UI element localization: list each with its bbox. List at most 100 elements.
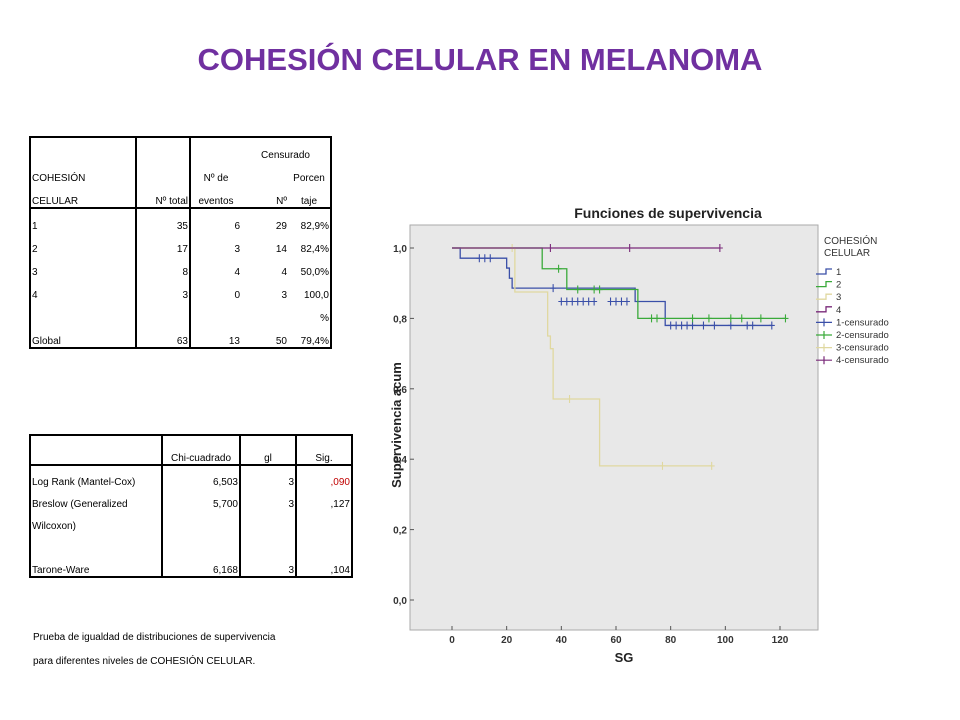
table-cell-gl: 3: [240, 488, 297, 510]
censored-mark-1: [684, 321, 691, 330]
table-cell-chi: 5,700: [162, 488, 241, 510]
table-cell-total: 17: [136, 232, 191, 255]
legend-swatch: [816, 318, 832, 327]
censored-mark-1: [569, 297, 576, 306]
legend-entry: 3-censurado: [836, 343, 889, 354]
censored-mark-2: [654, 314, 660, 323]
censored-mark-1: [580, 297, 587, 306]
table-row: Global 63 13 50 79,4%: [30, 324, 331, 348]
censored-mark-1: [623, 297, 630, 306]
censored-mark-3: [708, 461, 715, 470]
legend-swatch: [816, 293, 832, 300]
slide-title: COHESIÓN CELULAR EN MELANOMA: [197, 42, 763, 77]
censored-mark-1: [558, 297, 565, 306]
censored-mark-1: [550, 284, 557, 293]
censored-mark-1: [481, 254, 488, 263]
table-cell-total: 63: [136, 324, 191, 348]
y-tick-label: 0,4: [393, 455, 407, 466]
table-cell-gl: [240, 532, 297, 554]
censored-mark-2: [757, 314, 764, 323]
table-cell-label: Global: [30, 324, 137, 348]
table-cell-n: [241, 301, 288, 324]
x-tick-label: 0: [449, 635, 455, 646]
table-cell-sig: [296, 532, 352, 554]
table-cell-total: [136, 301, 191, 324]
censored-mark-2: [648, 314, 655, 323]
censored-mark-1: [607, 297, 614, 306]
table-cell-events: 3: [234, 244, 240, 255]
table-cell-pct: 79,4%: [300, 336, 329, 347]
percent-header-line2: taje: [288, 184, 331, 209]
legend-title-line1: COHESIÓN: [824, 234, 877, 247]
x-tick-label: 120: [772, 635, 789, 646]
censored-mark-1: [563, 297, 570, 306]
censored-mark-1: [574, 297, 581, 306]
table-cell-pct: 50,0%: [300, 267, 329, 278]
censored-mark-1: [744, 321, 751, 330]
table-row: 2 17 3 14 82,4%: [30, 232, 331, 255]
legend-swatch: [816, 268, 832, 275]
x-tick-label: 100: [717, 635, 734, 646]
table-cell-gl: [240, 510, 297, 532]
censored-mark-2: [596, 285, 603, 294]
censored-mark-1: [585, 297, 592, 306]
table-cell-label: Wilcoxon): [30, 510, 163, 532]
table-cell-gl: 3: [240, 465, 297, 488]
y-tick-label: 0,6: [393, 385, 407, 396]
events-header-line2: eventos: [190, 184, 241, 209]
plot-area: [409, 224, 819, 631]
series-line-2: [452, 247, 786, 320]
table-cell-chi: 6,503: [162, 465, 241, 488]
table-cell-gl: 3: [240, 554, 297, 577]
censored-mark-1: [727, 321, 734, 330]
table-row: [30, 532, 352, 554]
x-tick-label: 60: [610, 635, 622, 646]
percent-header-line1: Porcen: [293, 173, 325, 184]
table-row: 1 35 6 29 82,9%: [30, 208, 331, 232]
y-tick-label: 0,0: [393, 596, 407, 607]
censored-mark-1: [768, 321, 775, 330]
censored-mark-3: [566, 395, 573, 404]
table-row: Log Rank (Mantel-Cox) 6,503 3 ,090: [30, 465, 352, 488]
table-cell-chi: 6,168: [162, 554, 241, 577]
legend-entry: 4-censurado: [836, 355, 889, 366]
x-tick-label: 80: [665, 635, 677, 646]
total-header: Nº total: [136, 184, 191, 209]
table-cell-label: 1: [30, 208, 137, 232]
table-cell-label: [30, 301, 137, 324]
censored-mark-4: [716, 244, 723, 252]
table-cell-sig: ,127: [330, 499, 350, 510]
y-tick-label: 1,0: [393, 244, 407, 255]
cohesion-header-line1: COHESIÓN: [30, 161, 137, 184]
table-cell-n: 3: [281, 290, 287, 301]
x-axis-label: SG: [615, 650, 634, 665]
censored-mark-2: [738, 314, 745, 323]
series-line-3: [452, 247, 712, 467]
table-cell-sig: ,090: [330, 477, 350, 488]
table-cell-events: 4: [234, 267, 240, 278]
censored-mark-2: [574, 285, 581, 294]
table-cell-total: 3: [136, 278, 191, 301]
censored-mark-1: [689, 321, 696, 330]
chi-square-header: Chi-cuadrado: [162, 435, 241, 466]
y-tick-label: 0,8: [393, 314, 407, 325]
table-row: 4 3 0 3 100,0: [30, 278, 331, 301]
footnote-line1: Prueba de igualdad de distribuciones de …: [33, 632, 276, 643]
censored-mark-1: [711, 321, 718, 330]
y-tick-label: 0,2: [393, 526, 407, 537]
table-cell-events: [190, 301, 241, 324]
table-cell-label: 4: [30, 278, 137, 301]
table-cell-label: Breslow (Generalized: [30, 488, 163, 510]
legend-entry: 4: [836, 305, 841, 316]
censored-mark-1: [613, 297, 619, 306]
legend-swatch: [816, 331, 832, 339]
legend-entry: 1-censurado: [836, 317, 889, 328]
table-cell-pct: 82,4%: [300, 244, 329, 255]
table-row: 3 8 4 4 50,0%: [30, 255, 331, 278]
table-cell-pct: 100,0: [303, 290, 329, 301]
censored-mark-2: [705, 314, 712, 323]
censored-mark-2: [591, 285, 598, 294]
table-cell-total: 35: [136, 208, 191, 232]
censored-header: Censurado: [261, 150, 310, 161]
table-cell-n: 14: [275, 244, 287, 255]
